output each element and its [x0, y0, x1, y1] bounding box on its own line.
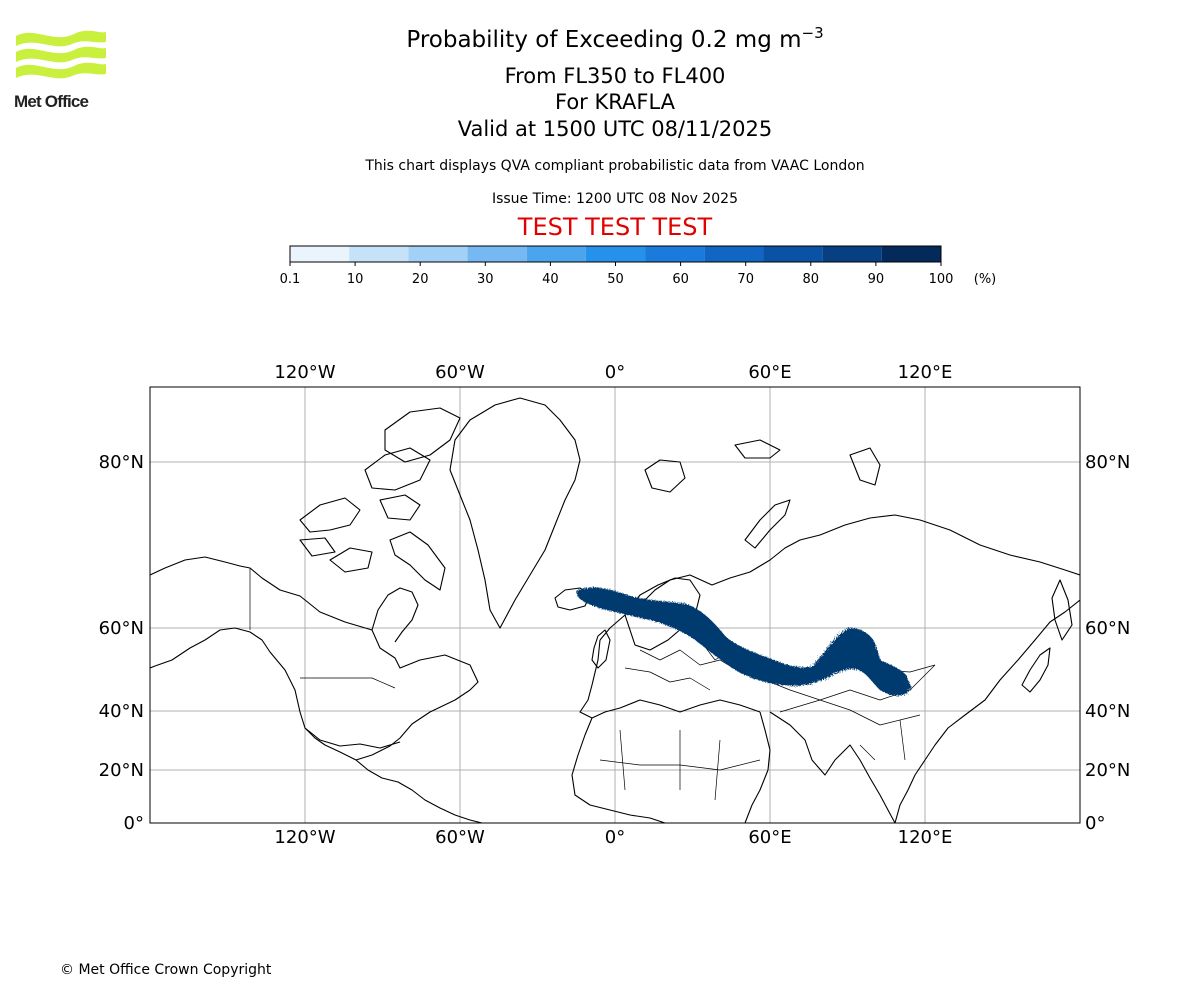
latitude-label: 80°N: [99, 452, 144, 473]
colorbar-tick-label: 40: [542, 272, 559, 287]
gulf-of-mexico-coastline: [304, 727, 401, 749]
level-range: From FL350 to FL400: [504, 64, 726, 88]
latitude-label: 20°N: [1085, 760, 1130, 781]
map-axis-labels: 120°W 120°W 60°W 60°W 0° 0° 60°E 60°E 120°E 120°E…: [99, 362, 1131, 848]
canada-arctic-archipelago: [299, 447, 431, 573]
colorbar-tick-label: 10: [347, 272, 364, 287]
colorbar-tick-label: 50: [607, 272, 624, 287]
arabia-india-coastline: [769, 711, 896, 823]
copyright-notice: © Met Office Crown Copyright: [60, 962, 272, 978]
colorbar-swatch: [526, 246, 586, 262]
colorbar-swatch: [290, 246, 350, 262]
title-exponent: −3: [801, 24, 824, 42]
kamchatka-coastline: [1051, 579, 1073, 641]
colorbar-swatch: [585, 246, 646, 262]
europe-south-coastline: [579, 639, 761, 719]
latitude-label: 60°N: [99, 618, 144, 639]
central-america-coastline: [355, 759, 483, 823]
britain-coastline: [591, 629, 611, 669]
ellesmere-island-coastline: [384, 407, 461, 463]
latitude-label: 40°N: [99, 701, 144, 722]
asia-east-coastline: [894, 599, 1080, 823]
colorbar-unit: (%): [974, 272, 997, 287]
greenland-coastline: [449, 397, 581, 629]
colorbar-tick-label: 30: [477, 272, 494, 287]
colorbar-swatch: [763, 246, 823, 262]
colorbar-swatch: [467, 246, 527, 262]
eurasia-coastline: [599, 514, 1080, 641]
hudson-bay-coastline: [371, 587, 419, 643]
valid-time: Valid at 1500 UTC 08/11/2025: [457, 117, 773, 141]
issue-time: Issue Time: 1200 UTC 08 Nov 2025: [491, 191, 739, 207]
japan-coastline: [1021, 647, 1051, 693]
colorbar-swatch: [408, 246, 468, 262]
colorbar-tick-label: 0.1: [280, 272, 301, 287]
colorbar-swatch: [645, 246, 705, 262]
colorbar-swatch: [881, 246, 941, 262]
longitude-label: 120°W: [274, 362, 335, 383]
ash-probability-map: 120°W 120°W 60°W 60°W 0° 0° 60°E 60°E 120°E 120°E…: [99, 362, 1131, 848]
longitude-label: 60°E: [748, 362, 791, 383]
probability-colorbar: 0.1 10 20 30 40 50 60 70 80 90 100 (%): [280, 245, 997, 287]
svalbard-coastline: [644, 459, 686, 493]
latitude-label: 0°: [124, 813, 144, 834]
latitude-label: 40°N: [1085, 701, 1130, 722]
latitude-label: 60°N: [1085, 618, 1130, 639]
colorbar-tick-label: 100: [929, 272, 954, 287]
longitude-label: 120°E: [898, 362, 953, 383]
colorbar-swatch: [822, 246, 882, 262]
colorbar-tick-label: 60: [672, 272, 689, 287]
test-banner: TEST TEST TEST: [517, 213, 713, 241]
colorbar-swatch: [704, 246, 764, 262]
africa-coastline: [571, 711, 771, 823]
title-text: Probability of Exceeding 0.2 mg m: [406, 27, 802, 53]
novaya-zemlya-coastline: [744, 499, 791, 549]
logo-text: Met Office: [14, 92, 89, 111]
north-america-coastline: [150, 556, 479, 761]
chart-title: Probability of Exceeding 0.2 mg m−3: [0, 24, 1200, 53]
longitude-label: 120°W: [274, 827, 335, 848]
baffin-island-coastline: [389, 531, 446, 591]
colorbar-swatch: [349, 246, 409, 262]
longitude-label: 60°W: [435, 827, 485, 848]
scandinavia-coastline: [624, 577, 701, 651]
map-frame: [149, 386, 1081, 824]
severnaya-zemlya-coastline: [734, 439, 881, 486]
latitude-label: 80°N: [1085, 452, 1130, 473]
latitude-label: 20°N: [99, 760, 144, 781]
met-office-logo-icon: [16, 30, 106, 79]
colorbar-tick-label: 90: [868, 272, 885, 287]
colorbar-tick-label: 80: [803, 272, 820, 287]
longitude-label: 0°: [605, 362, 625, 383]
longitude-label: 0°: [605, 827, 625, 848]
longitude-label: 60°W: [435, 362, 485, 383]
colorbar-tick-label: 20: [412, 272, 429, 287]
ash-plume: [576, 587, 912, 696]
longitude-label: 120°E: [898, 827, 953, 848]
latitude-label: 0°: [1085, 813, 1105, 834]
colorbar-tick-label: 70: [737, 272, 754, 287]
chart-description: This chart displays QVA compliant probab…: [365, 158, 865, 174]
volcano-name: For KRAFLA: [555, 90, 675, 114]
longitude-label: 60°E: [748, 827, 791, 848]
